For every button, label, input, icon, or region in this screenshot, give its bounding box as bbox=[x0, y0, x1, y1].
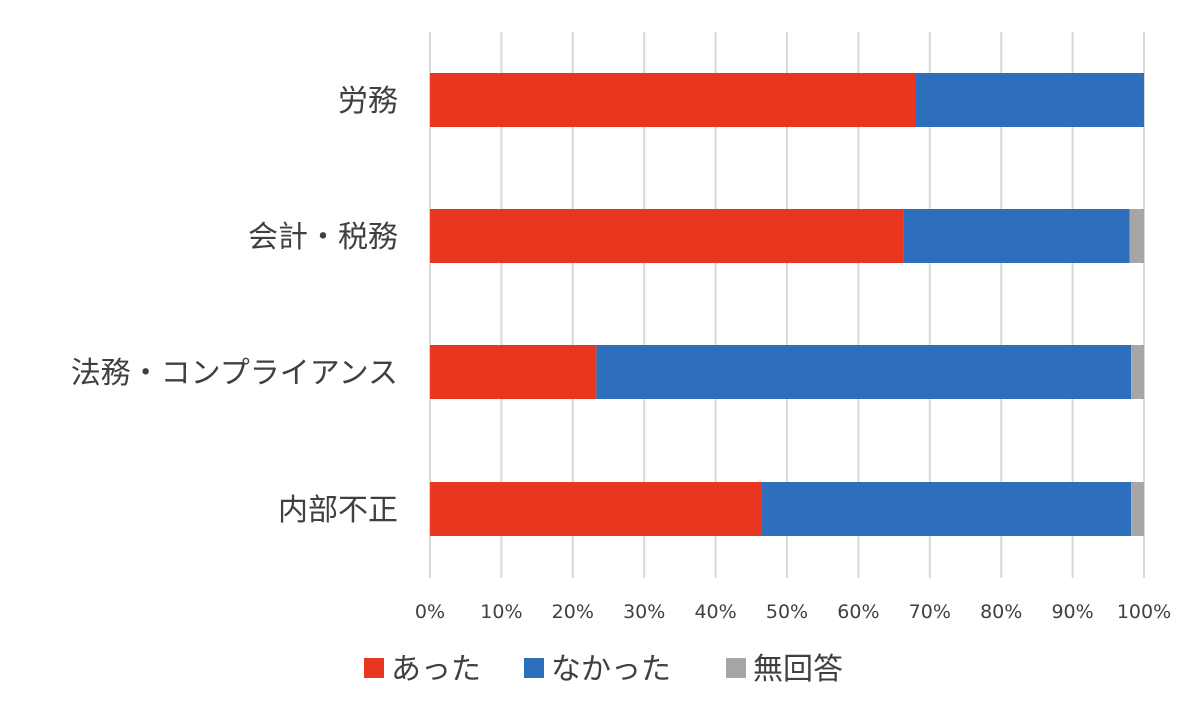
bar-segment-3-1 bbox=[762, 482, 1132, 536]
x-tick-label: 50% bbox=[766, 601, 808, 623]
bar-segment-1-1 bbox=[903, 209, 1130, 263]
x-tick-label: 20% bbox=[552, 601, 594, 623]
bar-segment-2-0 bbox=[430, 345, 597, 399]
x-axis-tick-labels: 0% 10% 20% 30% 40% 50% 60% 70% 80% 90% 100% bbox=[415, 601, 1171, 623]
legend-label: なかった bbox=[551, 652, 671, 687]
bar-segment-0-1 bbox=[915, 73, 1144, 127]
category-label: 労務 bbox=[338, 84, 398, 119]
bar-segment-1-0 bbox=[430, 209, 904, 263]
bar-segment-3-2 bbox=[1131, 482, 1144, 536]
x-tick-label: 40% bbox=[694, 601, 736, 623]
x-tick-label: 30% bbox=[623, 601, 665, 623]
x-tick-label: 80% bbox=[980, 601, 1022, 623]
legend-swatch bbox=[364, 658, 384, 678]
category-label: 内部不正 bbox=[278, 493, 398, 528]
legend: あった なかった 無回答 bbox=[364, 652, 843, 687]
legend-label: 無回答 bbox=[753, 652, 843, 687]
legend-swatch bbox=[524, 658, 544, 678]
legend-swatch bbox=[726, 658, 746, 678]
category-label: 会計・税務 bbox=[248, 220, 398, 255]
x-tick-label: 90% bbox=[1051, 601, 1093, 623]
bar-segment-2-2 bbox=[1131, 345, 1144, 399]
x-tick-label: 70% bbox=[909, 601, 951, 623]
legend-label: あった bbox=[391, 652, 481, 687]
bars bbox=[430, 73, 1144, 536]
x-tick-label: 100% bbox=[1117, 601, 1171, 623]
bar-segment-0-0 bbox=[430, 73, 916, 127]
category-label: 法務・コンプライアンス bbox=[71, 356, 398, 391]
x-tick-label: 60% bbox=[837, 601, 879, 623]
x-tick-label: 10% bbox=[480, 601, 522, 623]
x-tick-label: 0% bbox=[415, 601, 445, 623]
bar-segment-2-1 bbox=[596, 345, 1132, 399]
bar-segment-3-0 bbox=[430, 482, 763, 536]
bar-segment-1-2 bbox=[1129, 209, 1144, 263]
